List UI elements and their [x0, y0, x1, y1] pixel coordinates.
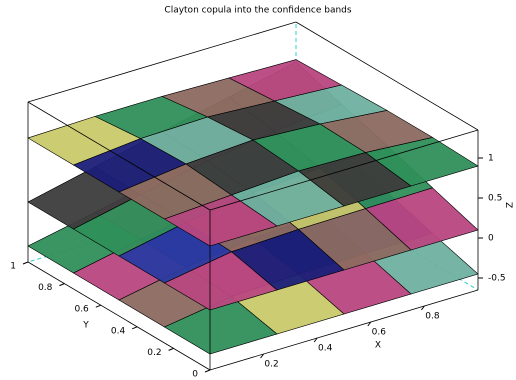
y-tick [59, 283, 65, 287]
mesh-line [164, 187, 433, 284]
y-tick-label: 0.4 [111, 326, 126, 336]
y-tick-label: 0 [192, 370, 198, 380]
mesh-line [209, 273, 479, 355]
x-tick-label: 0.6 [372, 328, 387, 338]
x-tick-label: 0.8 [425, 312, 440, 322]
mesh-line [73, 84, 342, 166]
mesh-line [209, 229, 479, 311]
y-tick [95, 304, 101, 308]
y-tick [168, 347, 174, 351]
y-tick-label: 0.8 [38, 283, 53, 293]
mesh-line [164, 137, 433, 220]
z-tick-label: 1 [488, 154, 494, 164]
box-edge [209, 129, 479, 211]
mesh-line [209, 165, 479, 247]
z-tick-label: 0.5 [488, 194, 502, 204]
x-tick [260, 353, 265, 359]
y-tick [132, 326, 138, 330]
z-tick-label: -0.5 [488, 274, 506, 284]
x-tick [313, 337, 318, 343]
x-axis-label: X [375, 341, 381, 351]
y-tick [22, 261, 29, 265]
box-edge [295, 21, 479, 131]
y-tick-label: 1 [10, 262, 16, 272]
x-tick [367, 321, 372, 327]
x-tick-label: 0.2 [264, 360, 278, 370]
z-tick-label: 0 [488, 234, 494, 244]
y-axis-label: Y [82, 321, 89, 331]
x-tick [420, 305, 425, 311]
y-tick-label: 0.2 [147, 348, 161, 358]
mesh-line [27, 59, 297, 139]
box-edge [27, 21, 297, 103]
mesh-line [118, 110, 388, 193]
z-axis-label: Z [506, 202, 516, 208]
x-tick-label: 0.4 [318, 344, 333, 354]
chart-title: Clayton copula into the confidence bands [164, 6, 351, 16]
y-tick-label: 0.6 [74, 305, 89, 315]
box-edge [27, 101, 211, 211]
box-edge [27, 261, 211, 371]
y-tick [204, 369, 211, 373]
box-edge [209, 289, 479, 371]
